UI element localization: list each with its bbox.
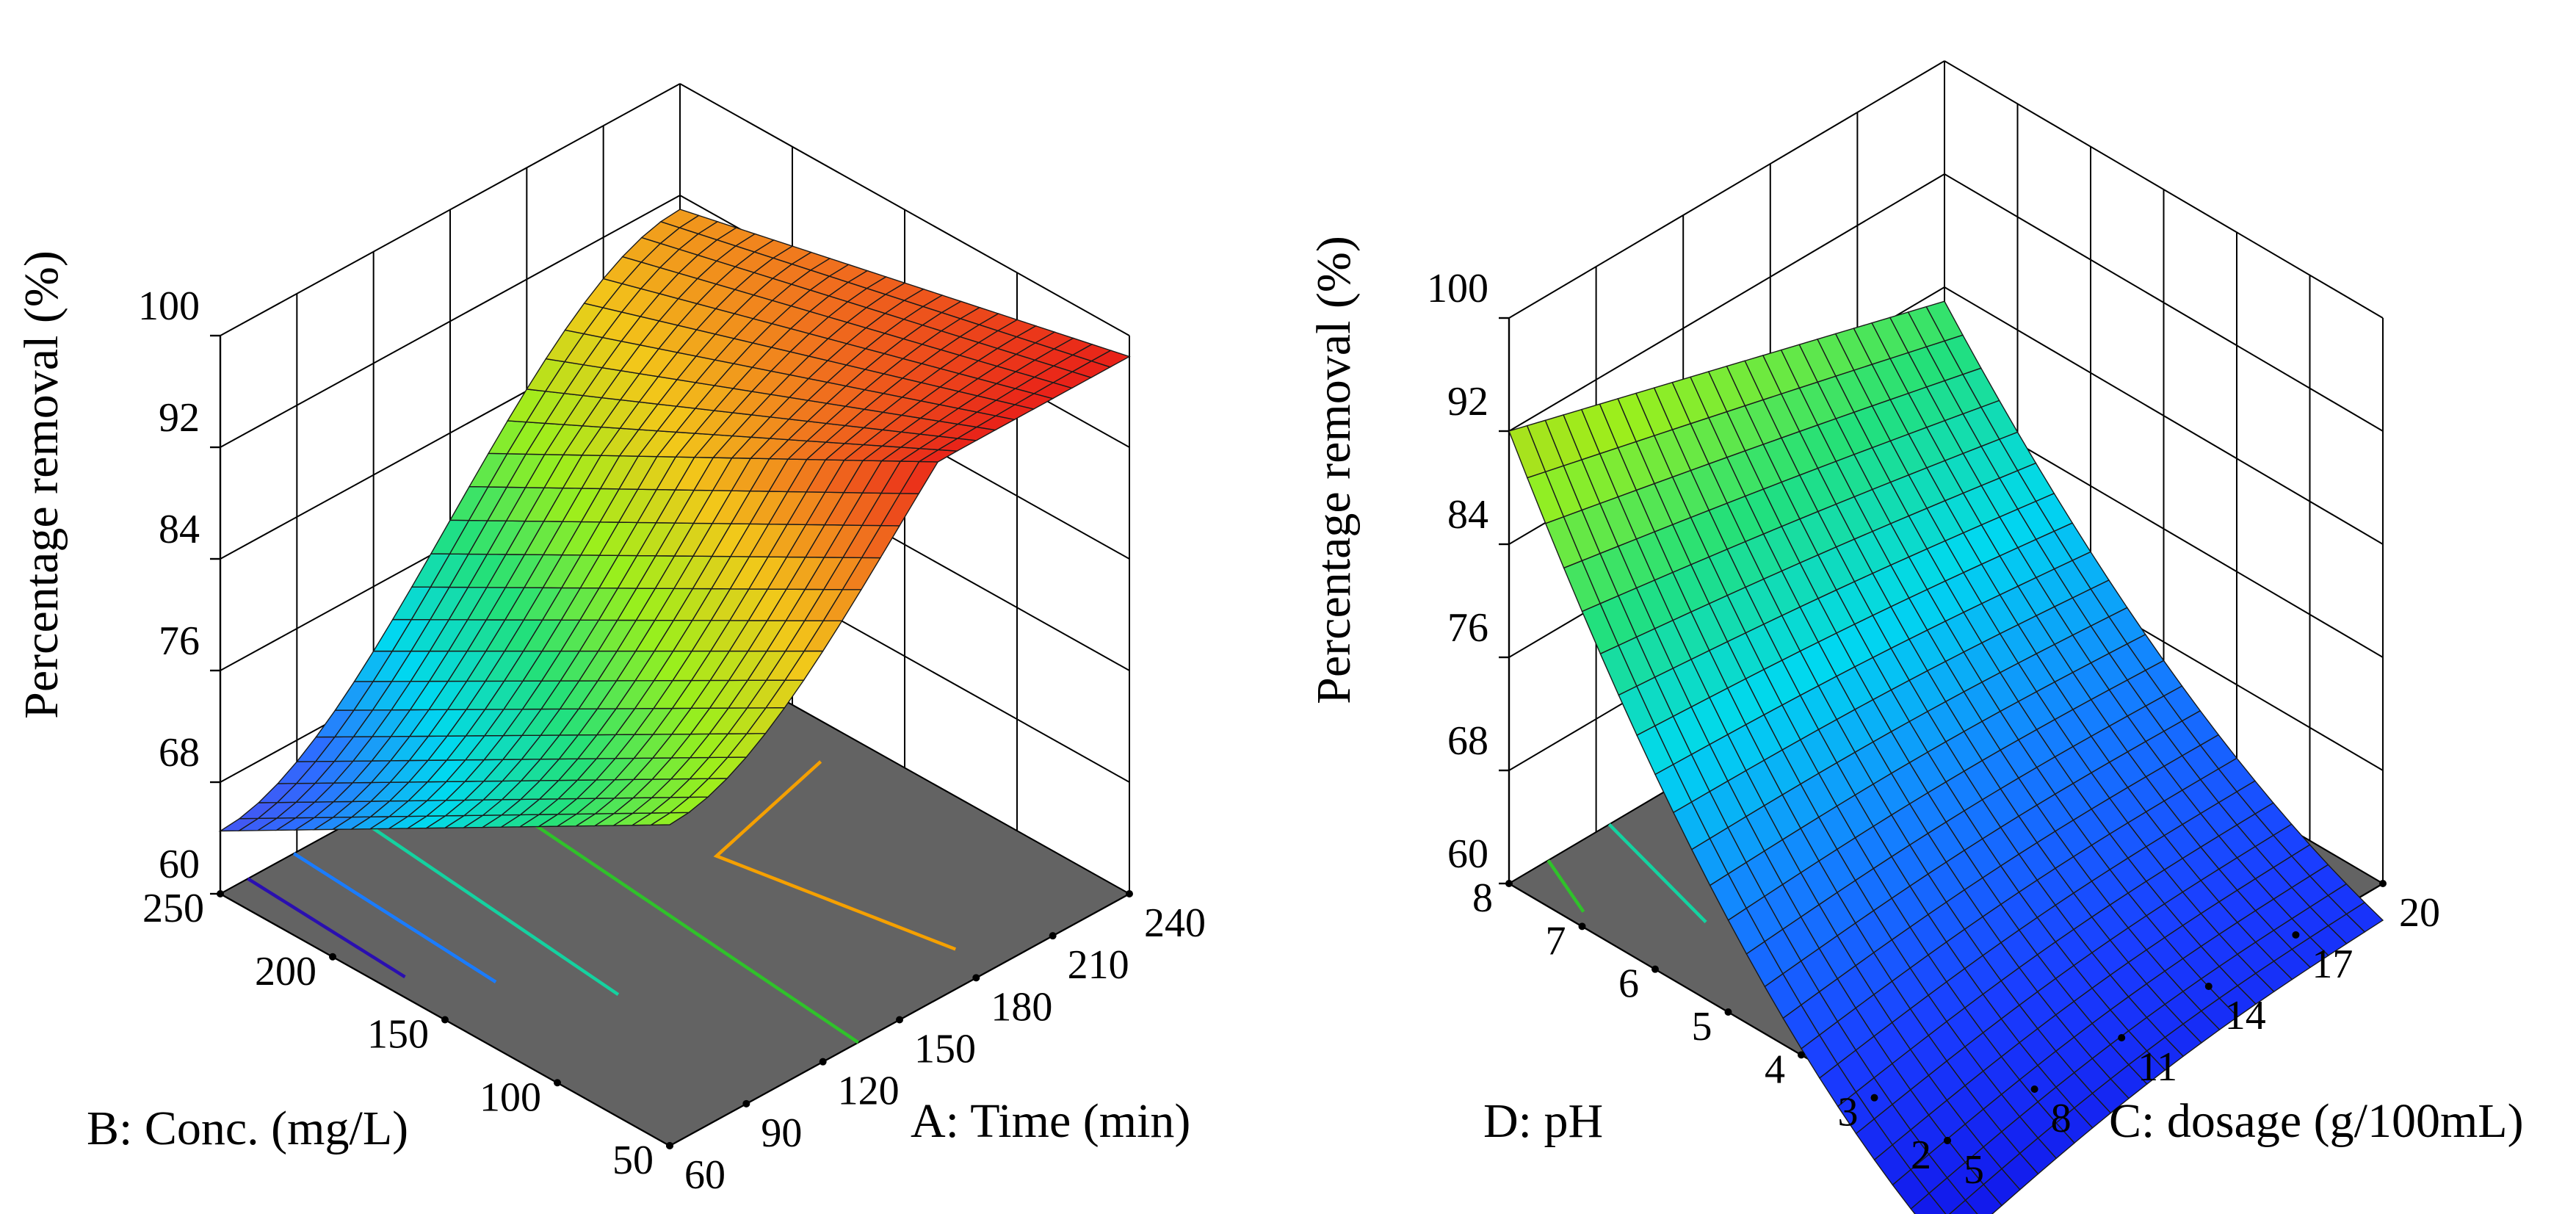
y-tick-mark	[1578, 922, 1586, 931]
x-tick-mark	[2030, 1085, 2038, 1093]
x-tick-mark	[742, 1099, 750, 1108]
contour-line	[713, 760, 957, 951]
y-tick-mark	[554, 1079, 561, 1087]
y-tick-label: 100	[480, 1074, 541, 1120]
y-tick-mark	[1651, 965, 1659, 973]
z-tick-label: 68	[1447, 718, 1488, 764]
z-tick-label: 84	[1447, 492, 1488, 538]
x-tick-label: 8	[2051, 1096, 2072, 1141]
x-tick-label: 11	[2138, 1044, 2177, 1090]
x-tick-mark	[819, 1058, 827, 1066]
surface-patch	[1925, 300, 1964, 342]
x-tick-label: 150	[914, 1027, 976, 1072]
z-tick-label: 60	[159, 842, 200, 887]
x-tick-label: 14	[2225, 993, 2266, 1038]
tick-labels: 60 68 76 84 92 100 60 90 120 150 180 210 240 50 100 150…	[138, 283, 1206, 1198]
z-tick-label: 68	[159, 730, 200, 776]
y-tick-label: 7	[1546, 918, 1566, 964]
contour-line	[292, 852, 497, 983]
x-tick-mark	[2379, 880, 2387, 887]
x-tick-mark	[1049, 932, 1057, 940]
y-tick-mark	[666, 1142, 673, 1149]
y-tick-mark	[329, 953, 336, 961]
x-tick-label: 5	[1964, 1147, 1984, 1193]
y-tick-label: 2	[1911, 1132, 1931, 1178]
y-tick-label: 200	[255, 949, 316, 994]
response-surface	[218, 209, 1131, 832]
z-tick-label: 60	[1447, 831, 1488, 877]
x-axis-title: A: Time (min)	[911, 1094, 1190, 1148]
wall-gridline	[1508, 173, 1945, 432]
contour-line	[357, 817, 620, 997]
x-tick-label: 180	[991, 984, 1052, 1030]
y-tick-mark	[217, 890, 224, 897]
z-axis-title: Percentage removal (%)	[1307, 236, 1361, 704]
y-tick-mark	[1724, 1008, 1732, 1016]
x-tick-mark	[1126, 890, 1133, 897]
contour-line	[247, 877, 406, 979]
x-tick-label: 240	[1144, 900, 1206, 946]
surface-patch	[659, 209, 701, 228]
y-tick-label: 150	[367, 1012, 429, 1058]
y-tick-label: 3	[1838, 1090, 1859, 1135]
y-tick-label: 6	[1618, 961, 1639, 1007]
x-tick-mark	[2292, 931, 2300, 939]
y-tick-mark	[1505, 880, 1513, 887]
response-surface	[1508, 300, 2384, 1214]
y-tick-label: 8	[1472, 875, 1493, 921]
x-tick-mark	[972, 974, 980, 982]
z-tick-label: 76	[159, 618, 200, 664]
y-tick-label: 50	[612, 1138, 654, 1183]
left-response-surface-chart: 60 68 76 84 92 100 60 90 120 150 180 210 240 50 100 150…	[15, 83, 1206, 1198]
y-axis-title: B: Conc. (mg/L)	[87, 1102, 408, 1155]
z-tick-label: 100	[138, 283, 200, 329]
y-tick-label: 5	[1692, 1004, 1712, 1049]
x-tick-label: 17	[2312, 942, 2353, 987]
y-tick-mark	[441, 1016, 449, 1024]
x-tick-label: 120	[838, 1069, 900, 1114]
y-tick-mark	[1870, 1094, 1878, 1102]
z-tick-label: 100	[1427, 266, 1488, 311]
y-tick-label: 4	[1765, 1047, 1785, 1092]
x-tick-label: 20	[2399, 890, 2440, 936]
x-tick-label: 60	[684, 1152, 726, 1198]
contour-line	[1607, 823, 1707, 924]
x-axis-title: C: dosage (g/100mL)	[2109, 1094, 2524, 1148]
z-tick-label: 92	[1447, 379, 1488, 424]
z-axis-title: Percentage removal (%)	[15, 250, 68, 719]
wall-gridline	[1508, 60, 1945, 319]
x-tick-mark	[2204, 983, 2213, 990]
z-tick-label: 92	[159, 395, 200, 441]
y-tick-mark	[1944, 1137, 1951, 1144]
z-tick-label: 84	[159, 507, 200, 552]
right-response-surface-chart: 606876849210058111417202345678Percentage…	[1307, 60, 2524, 1214]
y-tick-label: 250	[142, 886, 204, 931]
x-tick-label: 210	[1068, 942, 1129, 988]
y-axis-title: D: pH	[1483, 1094, 1603, 1148]
x-tick-mark	[2118, 1034, 2126, 1041]
x-tick-mark	[896, 1016, 903, 1024]
z-tick-label: 76	[1447, 605, 1488, 651]
x-tick-label: 90	[761, 1110, 802, 1156]
y-tick-mark	[1798, 1051, 1805, 1059]
contour-line	[1546, 859, 1585, 913]
